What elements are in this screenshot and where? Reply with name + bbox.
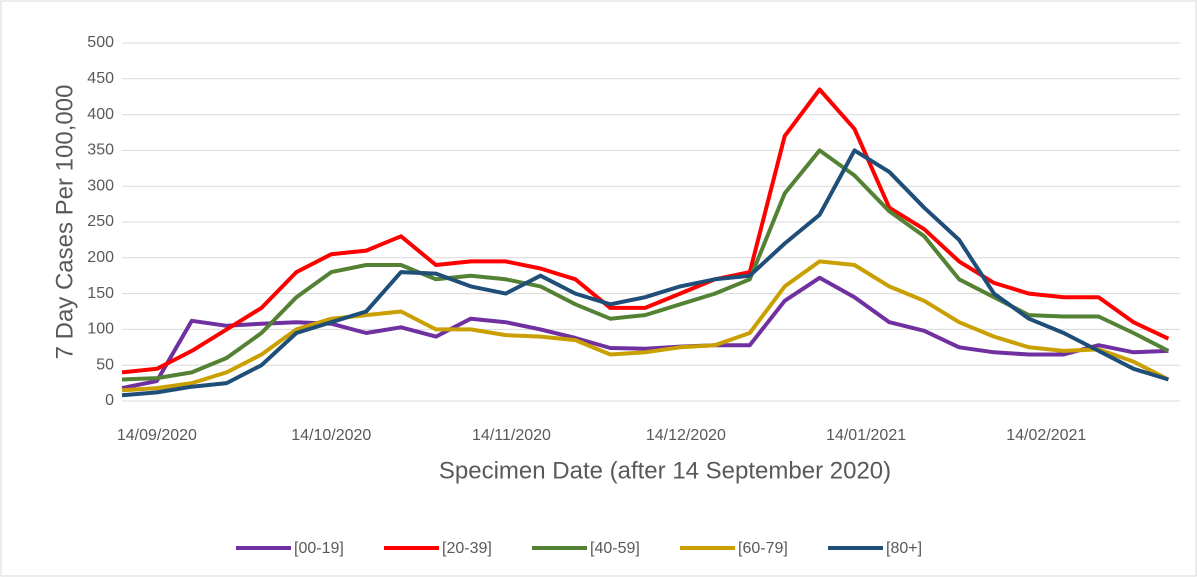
y-tick-label: 400 (87, 106, 114, 123)
series-line (121, 259, 1170, 393)
y-tick-label: 250 (87, 213, 114, 230)
y-tick-label: 300 (87, 177, 114, 194)
legend-label: [20-39] (442, 540, 492, 557)
legend-label: [40-59] (590, 540, 640, 557)
x-axis-title: Specimen Date (after 14 September 2020) (439, 457, 891, 484)
x-tick-label: 14/10/2020 (291, 427, 371, 444)
y-axis-title: 7 Day Cases Per 100,000 (51, 85, 78, 360)
series-line (121, 148, 1169, 398)
x-tick-label: 14/09/2020 (117, 427, 197, 444)
legend-label: [80+] (886, 540, 922, 557)
series-line (121, 275, 1169, 391)
series-line (121, 148, 1170, 382)
legend-label: [60-79] (738, 540, 788, 557)
legend-label: [00-19] (294, 540, 344, 557)
series-line (121, 87, 1170, 375)
x-tick-label: 14/12/2020 (646, 427, 726, 444)
y-tick-label: 200 (87, 249, 114, 266)
y-tick-label: 500 (87, 34, 114, 51)
y-tick-label: 350 (87, 142, 114, 159)
y-tick-label: 50 (96, 356, 114, 373)
y-tick-label: 450 (87, 70, 114, 87)
x-tick-label: 14/11/2020 (472, 427, 551, 444)
y-tick-label: 100 (87, 321, 114, 338)
x-tick-label: 14/02/2021 (1006, 427, 1086, 444)
y-tick-label: 150 (87, 285, 114, 302)
y-tick-label: 0 (105, 392, 114, 409)
x-tick-label: 14/01/2021 (826, 427, 906, 444)
